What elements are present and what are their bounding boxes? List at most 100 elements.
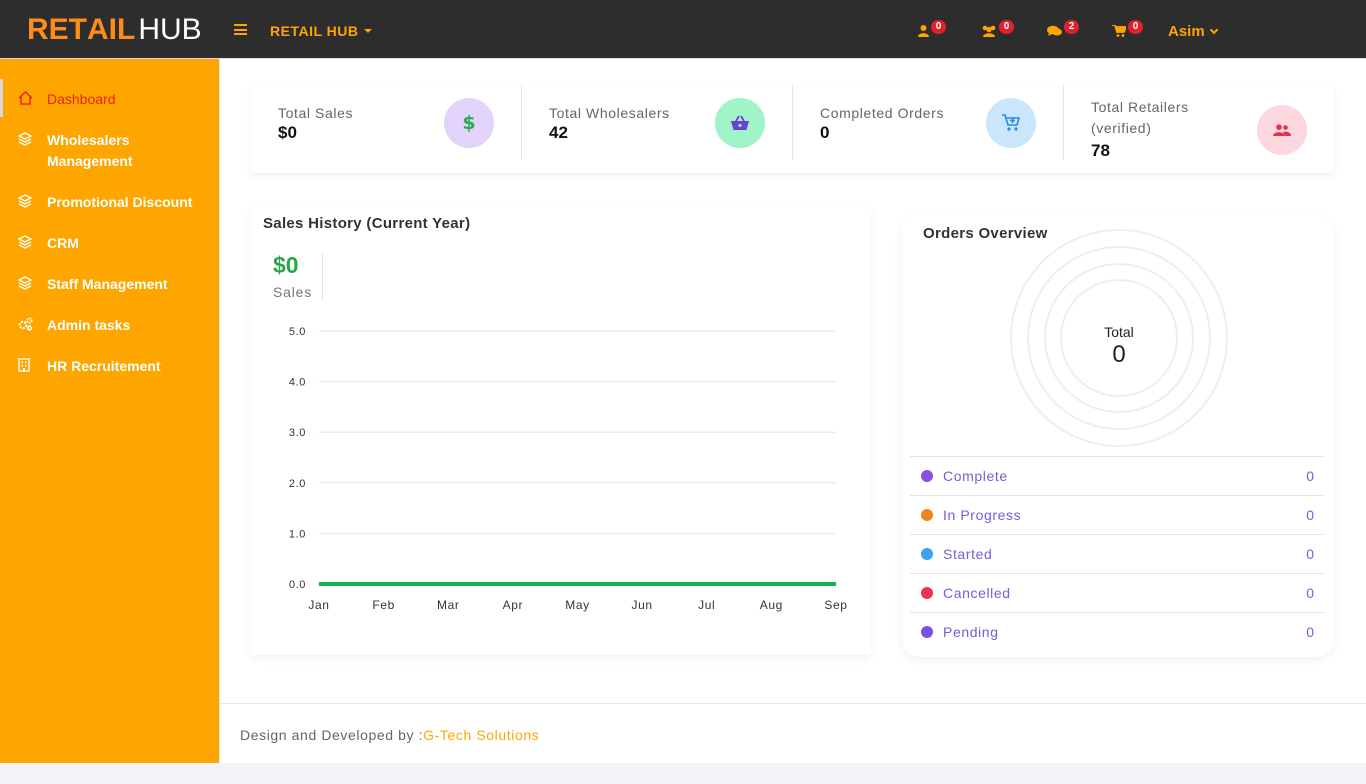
legend-name: Complete — [943, 468, 1008, 484]
x-tick-label: Jan — [308, 598, 329, 612]
sidebar-item-label: HR Recruitement — [47, 358, 161, 374]
legend-item-pending[interactable]: Pending 0 — [910, 612, 1324, 651]
orders-radial-chart[interactable] — [902, 214, 1334, 454]
legend-item-started[interactable]: Started 0 — [910, 534, 1324, 573]
sidebar-item-label: Promotional Discount — [47, 194, 193, 210]
users-notification[interactable]: 0 — [981, 20, 1014, 37]
layers-icon — [18, 194, 32, 208]
notification-badge: 0 — [999, 20, 1014, 34]
data-point[interactable] — [577, 583, 578, 585]
divider — [792, 85, 793, 160]
data-point[interactable] — [706, 583, 708, 585]
layers-icon — [18, 276, 32, 290]
data-point[interactable] — [641, 583, 643, 585]
x-tick-label: Jul — [698, 598, 715, 612]
active-indicator — [0, 79, 3, 117]
logo-text-part1: RET — [27, 13, 87, 46]
legend-dot — [921, 587, 933, 599]
x-tick-label: Jun — [632, 598, 653, 612]
sidebar-item-hr-recruitement[interactable]: HR Recruitement — [0, 356, 220, 378]
logo-text-hub: HUB — [138, 13, 202, 46]
user-name: Asim — [1168, 23, 1205, 40]
y-tick-label: 3.0 — [289, 427, 306, 439]
messages-notification[interactable]: 2 — [1047, 20, 1079, 37]
footer-company-link[interactable]: G-Tech Solutions — [423, 727, 540, 743]
main-content: Total Sales $0 $ Total Wholesalers 42 Co… — [220, 59, 1366, 763]
stat-total-retailers[interactable]: Total Retailers (verified) 78 — [1064, 85, 1335, 173]
sidebar-item-wholesalers-management[interactable]: Wholesalers Management — [0, 130, 220, 174]
stat-title: Total Retailers (verified) — [1091, 99, 1189, 136]
footer-text: Design and Developed by :G-Tech Solution… — [240, 727, 539, 743]
sidebar-item-label: Admin tasks — [47, 317, 131, 333]
stat-value: 78 — [1091, 141, 1110, 160]
stat-value: 42 — [549, 123, 568, 142]
sales-history-chart[interactable]: 0.0 1.0 2.0 3.0 4.0 5.0 Jan Feb Mar Apr May Jun Jul A… — [251, 207, 871, 655]
legend-item-complete[interactable]: Complete 0 — [910, 456, 1324, 495]
layers-icon — [18, 132, 32, 146]
sidebar-item-label: Wholesalers Management — [47, 132, 133, 169]
sidebar-item-crm[interactable]: CRM — [0, 233, 220, 255]
data-point[interactable] — [383, 583, 385, 585]
y-tick-label: 2.0 — [289, 478, 306, 490]
legend-item-cancelled[interactable]: Cancelled 0 — [910, 573, 1324, 612]
legend-dot — [921, 626, 933, 638]
stat-icon-circle: $ — [444, 98, 494, 148]
legend-dot — [921, 509, 933, 521]
data-point[interactable] — [770, 583, 772, 585]
sidebar-item-staff-management[interactable]: Staff Management — [0, 274, 220, 296]
legend-name: Started — [943, 546, 993, 562]
x-tick-label: Feb — [372, 598, 394, 612]
notification-badge: 0 — [1128, 20, 1143, 34]
hamburger-menu-icon[interactable] — [234, 24, 247, 35]
data-point[interactable] — [318, 583, 320, 585]
stat-title: Completed Orders — [820, 105, 944, 121]
legend-count: 0 — [1306, 546, 1314, 562]
retail-hub-logo[interactable]: RET A IL HUB — [27, 10, 202, 50]
stat-completed-orders[interactable]: Completed Orders 0 — [793, 85, 1064, 173]
stat-total-sales[interactable]: Total Sales $0 $ — [251, 85, 522, 173]
y-tick-label: 4.0 — [289, 377, 306, 389]
y-tick-label: 1.0 — [289, 528, 306, 540]
cart-icon — [1112, 25, 1126, 37]
stat-title: Total Wholesalers — [549, 105, 670, 121]
brand-dropdown[interactable]: RETAIL HUB — [270, 23, 373, 39]
sales-amount: $0 — [273, 252, 299, 278]
data-point[interactable] — [835, 583, 837, 585]
layers-icon — [18, 235, 32, 249]
stat-icon-circle — [986, 98, 1036, 148]
footer: Design and Developed by :G-Tech Solution… — [220, 703, 1366, 763]
top-bar: RET A IL HUB RETAIL HUB 0 0 2 0 Asim — [0, 0, 1366, 59]
stat-icon-circle — [715, 98, 765, 148]
cart-plus-icon — [1002, 114, 1021, 131]
user-menu[interactable]: Asim — [1168, 23, 1218, 40]
stat-value: $0 — [278, 123, 297, 142]
stat-icon-circle — [1257, 105, 1307, 155]
stats-panel: Total Sales $0 $ Total Wholesalers 42 Co… — [251, 85, 1334, 173]
user-notification[interactable]: 0 — [918, 20, 946, 37]
building-icon — [18, 358, 30, 372]
x-tick-label: Apr — [503, 598, 523, 612]
x-tick-label: Mar — [437, 598, 459, 612]
logo-tag: A — [87, 13, 109, 46]
sidebar-item-dashboard[interactable]: Dashboard — [0, 89, 220, 111]
legend-dot — [921, 470, 933, 482]
legend-item-in-progress[interactable]: In Progress 0 — [910, 495, 1324, 534]
footer-credit: Design and Developed by : — [240, 727, 424, 743]
data-point[interactable] — [447, 583, 449, 585]
y-tick-label: 5.0 — [289, 326, 306, 338]
sidebar-item-promotional-discount[interactable]: Promotional Discount — [0, 192, 220, 214]
cart-notification[interactable]: 0 — [1112, 20, 1143, 37]
users-icon — [1273, 123, 1291, 136]
basket-icon — [731, 115, 749, 130]
sidebar: Dashboard Wholesalers Management Promoti… — [0, 59, 220, 763]
sidebar-item-label: Dashboard — [47, 91, 116, 107]
orders-overview-card: Orders Overview Total 0 Complete 0 In Pr… — [902, 214, 1334, 657]
stat-total-wholesalers[interactable]: Total Wholesalers 42 — [522, 85, 793, 173]
cogs-icon — [18, 317, 33, 331]
orders-overview-title: Orders Overview — [923, 225, 1048, 242]
legend-count: 0 — [1306, 585, 1314, 601]
data-point[interactable] — [512, 583, 514, 585]
legend-name: In Progress — [943, 507, 1022, 523]
sidebar-item-admin-tasks[interactable]: Admin tasks — [0, 315, 220, 337]
legend-name: Pending — [943, 624, 999, 640]
